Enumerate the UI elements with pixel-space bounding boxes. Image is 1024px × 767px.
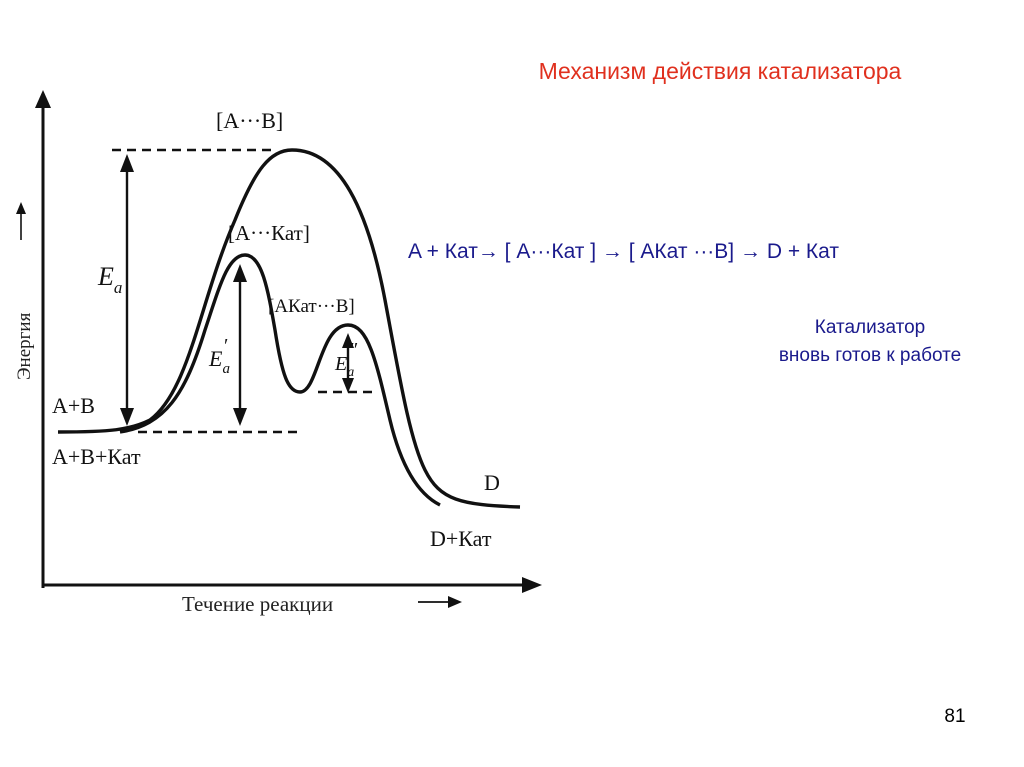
label-reactants-with-catalyst: A+B+Кат (52, 444, 141, 469)
ea-double-subscript: a (347, 365, 354, 380)
ea-double-arrow-up-icon (342, 333, 354, 348)
label-transition-catalyzed-1: [A···Кат] (228, 221, 310, 245)
ea-arrow-up-icon (120, 154, 134, 172)
y-axis-label: Энергия (14, 312, 35, 380)
ea-prime-arrow-down-icon (233, 408, 247, 426)
ea-double-symbol: E (334, 353, 347, 375)
page-number: 81 (944, 706, 966, 727)
ea-double-arrow-down-icon (342, 378, 354, 393)
ea-prime-mark: ′ (224, 335, 228, 357)
ea-main-symbol: E (97, 262, 114, 291)
ea-double-label: Ea (334, 353, 354, 380)
catalyzed-curve (119, 253, 441, 507)
ea-main-label: Ea (97, 262, 122, 297)
y-label-arrow-icon (16, 202, 26, 214)
ea-prime-label: Ea (208, 346, 230, 377)
y-axis-arrow-icon (35, 90, 51, 108)
catalyst-note-line1: Катализатор (814, 317, 926, 338)
uncatalyzed-curve (57, 148, 521, 509)
ea-arrow-down-icon (120, 408, 134, 426)
reaction-equation: A + Кат→ [ A···Кат ] → [ AКат ···B] → D … (408, 240, 839, 263)
label-transition-uncatalyzed: [A···B] (216, 108, 283, 133)
label-reactants: A+B (52, 393, 95, 418)
slide-title: Механизм действия катализатора (538, 58, 902, 84)
ea-prime-symbol: E (208, 346, 223, 371)
label-product-with-catalyst: D+Кат (430, 526, 492, 551)
x-axis-arrow-icon (522, 577, 542, 593)
ea-prime-arrow-up-icon (233, 264, 247, 282)
catalyst-note-line2: вновь готов к работе (778, 345, 962, 366)
x-axis-label: Течение реакции (182, 592, 333, 616)
label-product: D (484, 470, 500, 495)
ea-double-mark: ″ (350, 339, 358, 361)
ea-prime-subscript: a (222, 361, 230, 377)
label-transition-catalyzed-2: [AКат···B] (268, 296, 355, 317)
x-label-arrow-icon (448, 596, 462, 608)
ea-main-subscript: a (114, 278, 123, 297)
catalyst-note: Катализатор вновь готов к работе (720, 314, 1020, 370)
